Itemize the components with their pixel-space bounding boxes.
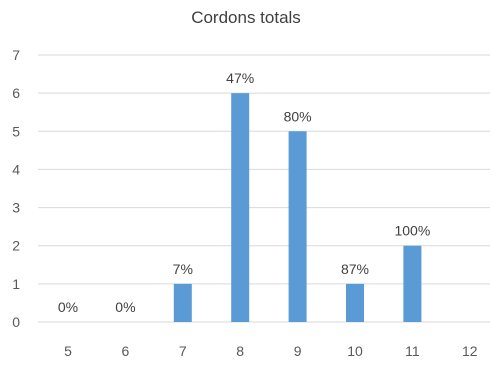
data-label-6: 0% — [115, 299, 135, 315]
x-tick-label-8: 8 — [236, 343, 244, 359]
bar-8 — [231, 93, 250, 323]
chart-title: Cordons totals — [191, 8, 301, 27]
x-tick-label-9: 9 — [294, 343, 302, 359]
bar-10 — [346, 283, 364, 322]
data-label-9: 80% — [284, 108, 312, 124]
data-label-7: 7% — [173, 261, 193, 277]
x-tick-label-11: 11 — [405, 343, 420, 359]
y-tick-label: 2 — [12, 238, 20, 254]
y-tick-label: 7 — [12, 47, 20, 63]
data-label-11: 100% — [394, 223, 430, 239]
bar-9 — [288, 131, 307, 322]
y-tick-label: 4 — [12, 161, 20, 177]
data-label-8: 47% — [226, 70, 254, 86]
data-label-5: 0% — [58, 299, 78, 315]
y-tick-label: 6 — [12, 85, 20, 101]
x-tick-label-7: 7 — [179, 343, 187, 359]
x-tick-label-12: 12 — [462, 343, 478, 359]
y-tick-label: 5 — [12, 123, 20, 139]
x-tick-label-5: 5 — [64, 343, 72, 359]
x-tick-label-6: 6 — [122, 343, 130, 359]
bar-7 — [173, 283, 192, 322]
y-tick-label: 0 — [12, 314, 20, 330]
y-tick-label: 3 — [12, 200, 20, 216]
data-label-10: 87% — [341, 261, 369, 277]
y-tick-label: 1 — [12, 276, 20, 292]
bar-11 — [403, 245, 422, 322]
x-tick-label-10: 10 — [347, 343, 363, 359]
